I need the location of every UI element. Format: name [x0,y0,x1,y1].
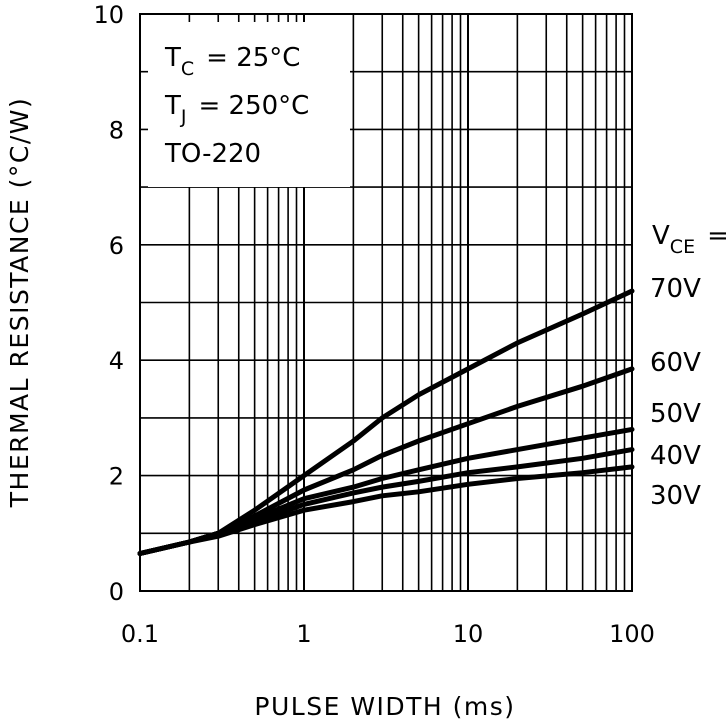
vce-annotation: VCE = [652,221,726,258]
series-label-70v: 70V [650,274,701,304]
series-label-30v: 30V [650,481,701,511]
tc-annotation: TC = 25°C [164,43,300,80]
series-line-30v [137,464,635,556]
y-axis-title: THERMAL RESISTANCE (°C/W) [5,97,34,509]
annotation-box [148,22,350,187]
y-tick-labels: 0 2 4 6 8 10 [93,1,124,606]
series-labels: 70V 60V 50V 40V 30V [650,274,701,511]
x-tick-label: 0.1 [121,620,159,648]
x-tick-label: 100 [609,620,655,648]
y-tick-label: 10 [93,1,124,29]
x-axis-title: PULSE WIDTH (ms) [254,692,515,721]
y-tick-label: 4 [109,347,124,375]
y-tick-label: 2 [109,463,124,491]
series-lines [137,288,635,556]
x-tick-labels: 0.1 1 10 100 [121,620,655,648]
y-tick-label: 6 [109,232,124,260]
plot-frame [139,13,633,592]
x-tick-label: 10 [453,620,484,648]
series-label-40v: 40V [650,441,701,471]
y-tick-label: 8 [109,116,124,144]
x-tick-label: 1 [296,620,311,648]
series-label-50v: 50V [650,399,701,429]
y-tick-label: 0 [109,578,124,606]
tj-annotation: TJ = 250°C [164,91,309,128]
package-annotation: TO-220 [164,139,261,169]
series-label-60v: 60V [650,348,701,378]
